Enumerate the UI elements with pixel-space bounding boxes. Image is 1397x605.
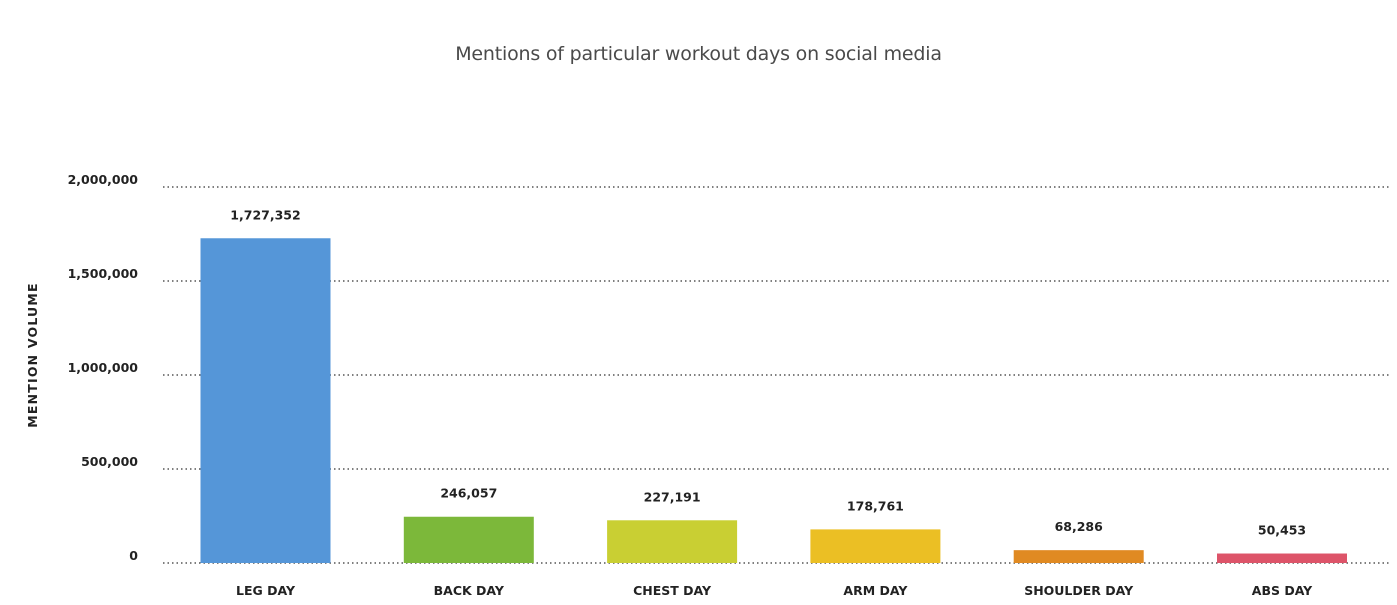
category-label: ABS DAY bbox=[1252, 583, 1313, 598]
y-tick-label: 1,500,000 bbox=[68, 266, 139, 281]
category-label: SHOULDER DAY bbox=[1024, 583, 1134, 598]
bar bbox=[403, 516, 534, 563]
category-label: CHEST DAY bbox=[633, 583, 712, 598]
data-label: 246,057 bbox=[440, 486, 497, 501]
data-labels: 1,727,352 246,057 227,191 178,761 68,286 50,4… bbox=[230, 207, 1306, 537]
data-label: 1,727,352 bbox=[230, 207, 300, 222]
category-label: BACK DAY bbox=[434, 583, 505, 598]
bars bbox=[200, 238, 1347, 564]
y-tick-label: 2,000,000 bbox=[68, 172, 139, 187]
bar bbox=[200, 238, 331, 564]
category-label: ARM DAY bbox=[843, 583, 908, 598]
data-label: 68,286 bbox=[1055, 519, 1104, 534]
y-axis-title: MENTION VOLUME bbox=[25, 282, 40, 428]
gridlines bbox=[163, 186, 1390, 564]
chart-title: Mentions of particular workout days on s… bbox=[455, 43, 942, 65]
bar bbox=[607, 520, 738, 563]
bar bbox=[1217, 553, 1347, 563]
y-tick-label: 500,000 bbox=[81, 454, 138, 469]
x-axis-category-labels: LEG DAY BACK DAY CHEST DAY ARM DAY SHOULDER … bbox=[236, 583, 1313, 598]
y-axis-tick-labels: 0 500,000 1,000,000 1,500,000 2,000,000 bbox=[68, 172, 139, 563]
y-tick-label: 1,000,000 bbox=[68, 360, 139, 375]
bar bbox=[810, 529, 941, 563]
y-tick-label: 0 bbox=[129, 548, 138, 563]
data-label: 227,191 bbox=[644, 489, 701, 504]
data-label: 178,761 bbox=[847, 498, 904, 513]
bar bbox=[1013, 550, 1144, 563]
data-label: 50,453 bbox=[1258, 523, 1306, 538]
category-label: LEG DAY bbox=[236, 583, 296, 598]
